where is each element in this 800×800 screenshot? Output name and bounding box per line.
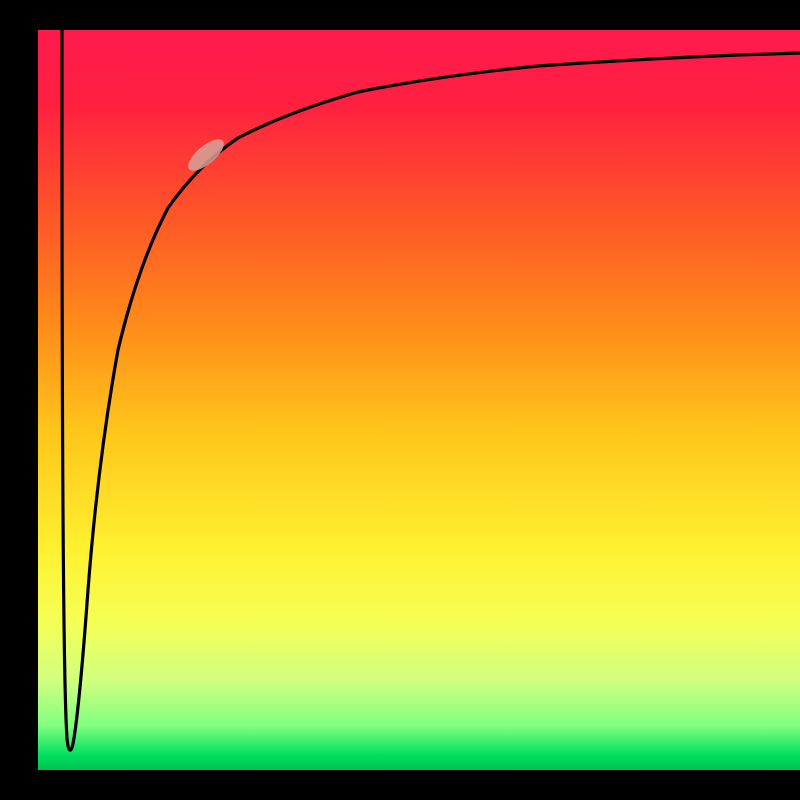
- frame-border: [0, 0, 800, 30]
- frame-border: [0, 0, 38, 800]
- plot-area: [38, 30, 800, 770]
- curve-marker: [183, 134, 228, 176]
- chart-svg: [38, 30, 800, 770]
- gradient-background: [38, 30, 800, 770]
- frame-border: [0, 770, 800, 800]
- bottleneck-curve: [62, 30, 800, 750]
